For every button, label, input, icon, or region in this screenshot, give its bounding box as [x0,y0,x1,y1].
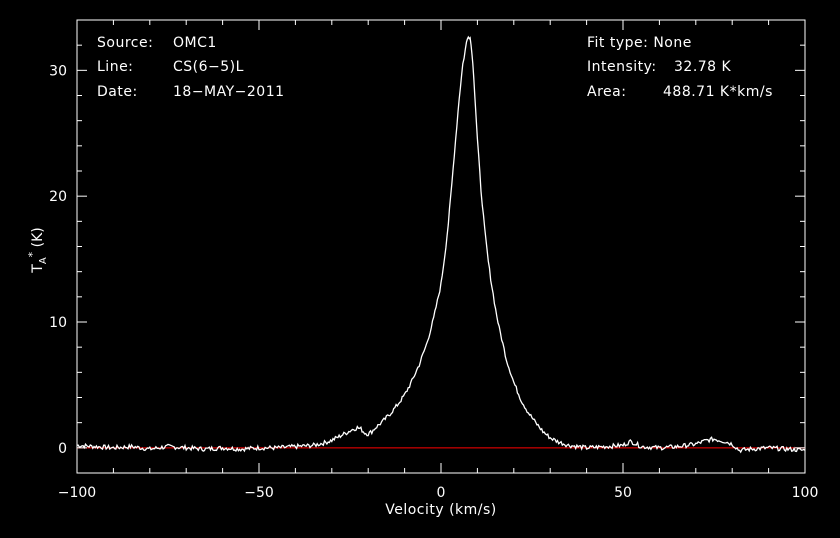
x-tick-label: 100 [792,485,819,501]
x-tick-labels: −100 −50 0 50 100 [58,485,819,501]
x-tick-label: 0 [437,485,446,501]
intensity-row: Intensity: 32.78 K [587,59,731,75]
intensity-label: Intensity: [587,59,657,75]
line-value: CS(6−5)L [173,59,244,75]
fit-type-label: Fit type: [587,35,649,51]
area-row: Area: 488.71 K*km/s [587,84,772,100]
date-row: Date: 18−MAY−2011 [97,84,284,100]
y-axis-label: TA* (K) [26,227,49,273]
date-value: 18−MAY−2011 [173,84,285,100]
y-tick-label: 20 [49,189,67,205]
source-value: OMC1 [173,35,217,51]
source-label: Source: [97,35,154,51]
intensity-value: 32.78 K [674,59,732,75]
y-tick-label: 0 [58,441,67,457]
y-tick-labels: 0 10 20 30 [49,63,67,457]
area-value: 488.71 K*km/s [663,84,773,100]
date-label: Date: [97,84,138,100]
x-tick-label: −100 [58,485,96,501]
source-row: Source: OMC1 [97,35,216,51]
x-tick-label: 50 [614,485,632,501]
x-tick-label: −50 [244,485,274,501]
fit-type-row: Fit type: None [587,35,692,51]
fit-type-value: None [653,35,692,51]
spectrum-series-line [76,35,806,454]
x-axis-label: Velocity (km/s) [385,502,497,518]
y-tick-label: 30 [49,63,67,79]
area-label: Area: [587,84,627,100]
line-label: Line: [97,59,134,75]
axis-ticks [76,19,806,473]
y-tick-label: 10 [49,315,67,331]
line-row: Line: CS(6−5)L [97,59,243,75]
